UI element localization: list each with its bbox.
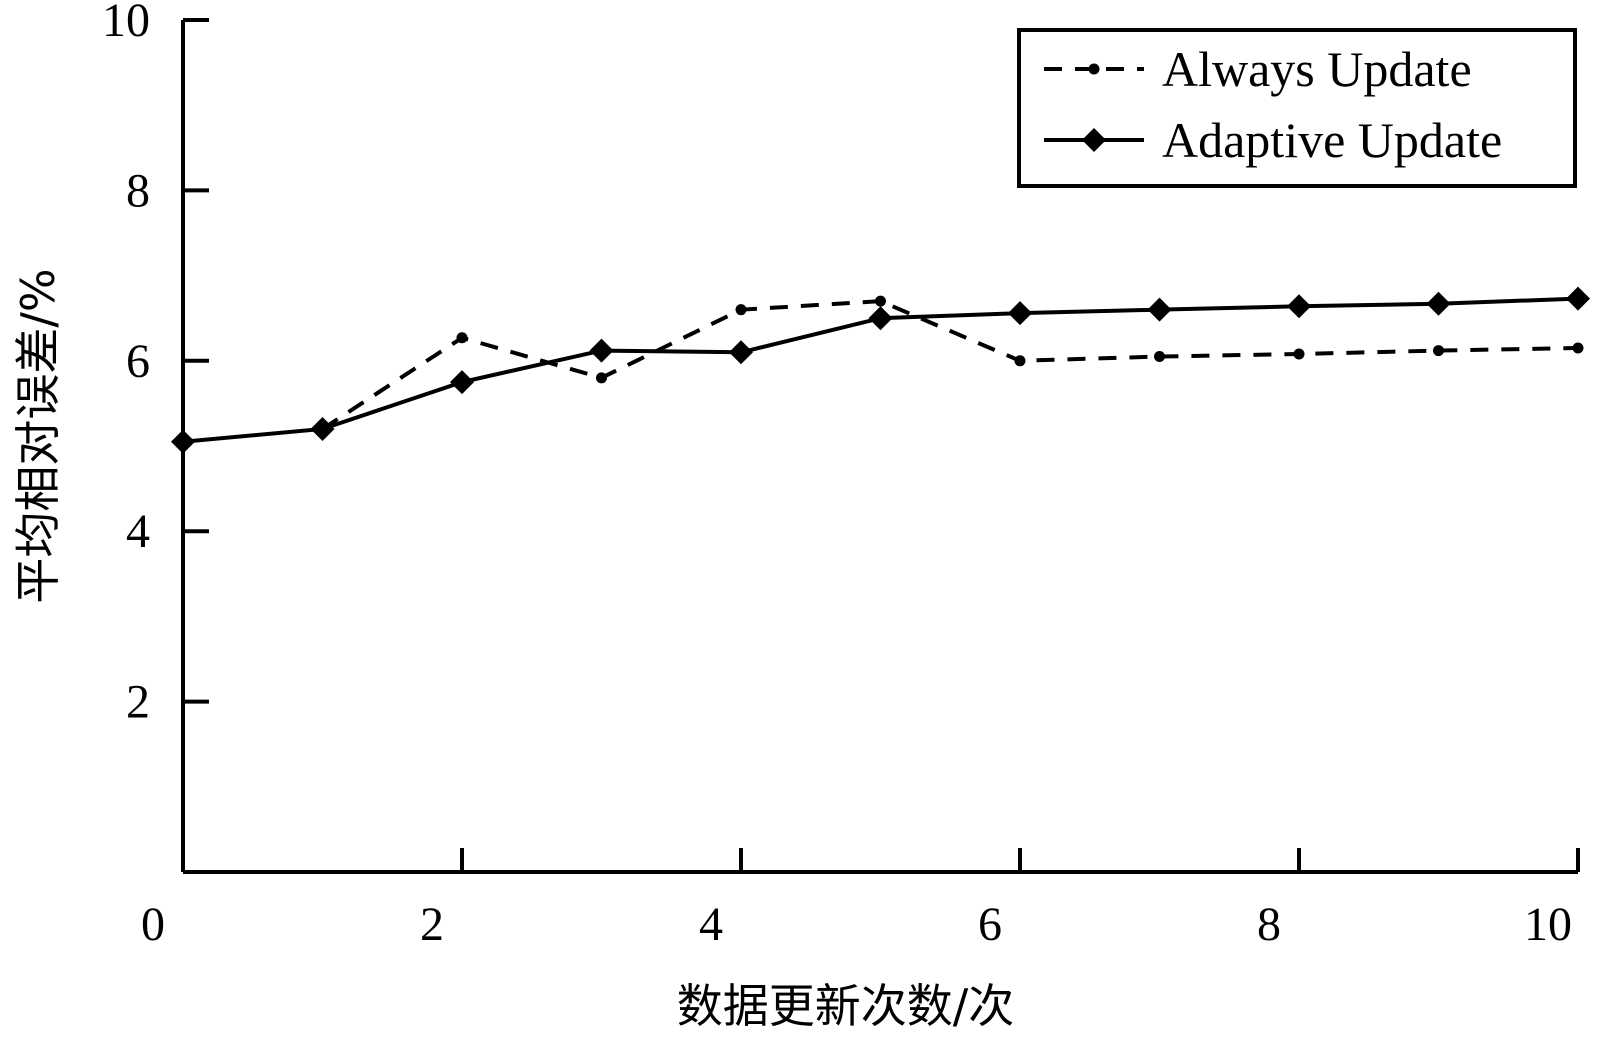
data-point — [875, 295, 886, 307]
data-point — [735, 304, 747, 316]
data-point — [1566, 286, 1590, 311]
x-tick-label: 4 — [699, 898, 723, 951]
data-point — [1154, 351, 1165, 363]
y-tick-label: 6 — [126, 335, 150, 388]
data-point — [1287, 294, 1311, 319]
series-line — [321, 299, 1579, 431]
data-point — [1014, 355, 1026, 367]
data-point — [310, 416, 335, 441]
legend-swatch-marker — [1088, 63, 1100, 75]
data-point — [596, 372, 607, 384]
ticks: 0 2 4 6 8 10 2 4 6 8 10 — [102, 0, 1580, 951]
y-tick-label: 2 — [126, 676, 150, 729]
x-tick-label: 10 — [1524, 898, 1572, 951]
x-axis-title: 数据更新次数/次 — [677, 979, 1015, 1033]
y-tick-label: 8 — [126, 164, 150, 217]
series-layer — [171, 286, 1590, 454]
data-point — [868, 306, 893, 331]
data-point — [589, 338, 614, 363]
data-point — [171, 429, 195, 454]
data-point — [1426, 291, 1451, 316]
y-tick-label: 4 — [126, 505, 150, 558]
data-point — [456, 332, 468, 344]
x-tick-label: 0 — [141, 898, 165, 951]
data-point — [1147, 297, 1172, 322]
legend-label: Adaptive Update — [1162, 112, 1502, 168]
x-tick-label: 2 — [420, 898, 444, 951]
legend-swatch-marker — [1082, 128, 1106, 152]
x-tick-label: 8 — [1257, 898, 1281, 951]
legend-box — [1017, 28, 1577, 188]
data-point — [1008, 301, 1032, 326]
series-adaptive-update — [171, 286, 1590, 454]
data-point — [450, 370, 474, 395]
y-tick-label: 10 — [102, 0, 150, 47]
data-point — [729, 340, 753, 365]
x-tick-label: 6 — [978, 898, 1002, 951]
legend-label: Always Update — [1162, 41, 1472, 97]
data-point — [1293, 348, 1305, 360]
y-axis-title: 平均相对误差/% — [11, 268, 65, 603]
data-point — [1433, 345, 1444, 357]
data-point — [1572, 342, 1584, 354]
legend: Always Update Adaptive Update — [1017, 28, 1577, 188]
